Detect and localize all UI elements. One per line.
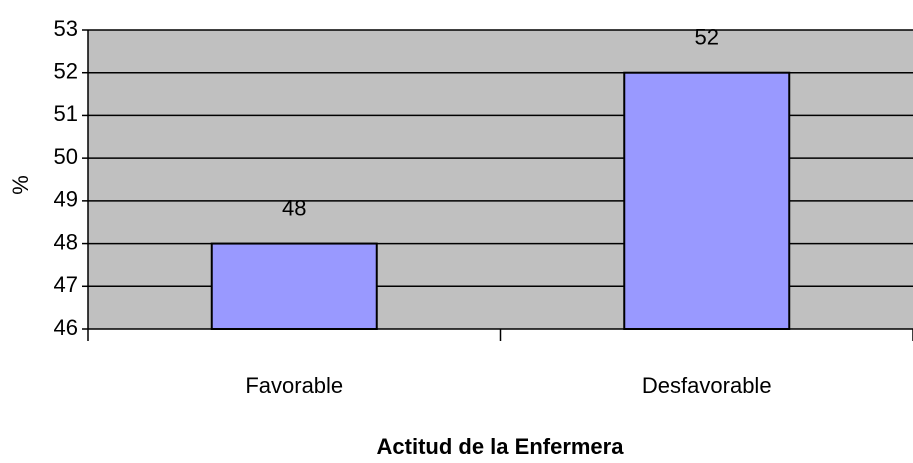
y-tick-label: 50 xyxy=(54,144,78,169)
y-tick-label: 53 xyxy=(54,16,78,41)
bar xyxy=(210,242,378,330)
data-label: 52 xyxy=(695,25,719,50)
y-tick-label: 48 xyxy=(54,229,78,254)
x-axis-label: Actitud de la Enfermera xyxy=(377,434,625,459)
y-tick-label: 46 xyxy=(54,315,78,340)
x-tick-label: Favorable xyxy=(245,373,343,398)
x-tick-label: Desfavorable xyxy=(642,373,772,398)
data-label: 48 xyxy=(282,195,306,220)
y-tick-label: 52 xyxy=(54,59,78,84)
y-tick-label: 51 xyxy=(54,101,78,126)
bar xyxy=(623,71,791,330)
y-axis-label: % xyxy=(8,175,33,195)
y-tick-label: 47 xyxy=(54,272,78,297)
y-tick-label: 49 xyxy=(54,187,78,212)
